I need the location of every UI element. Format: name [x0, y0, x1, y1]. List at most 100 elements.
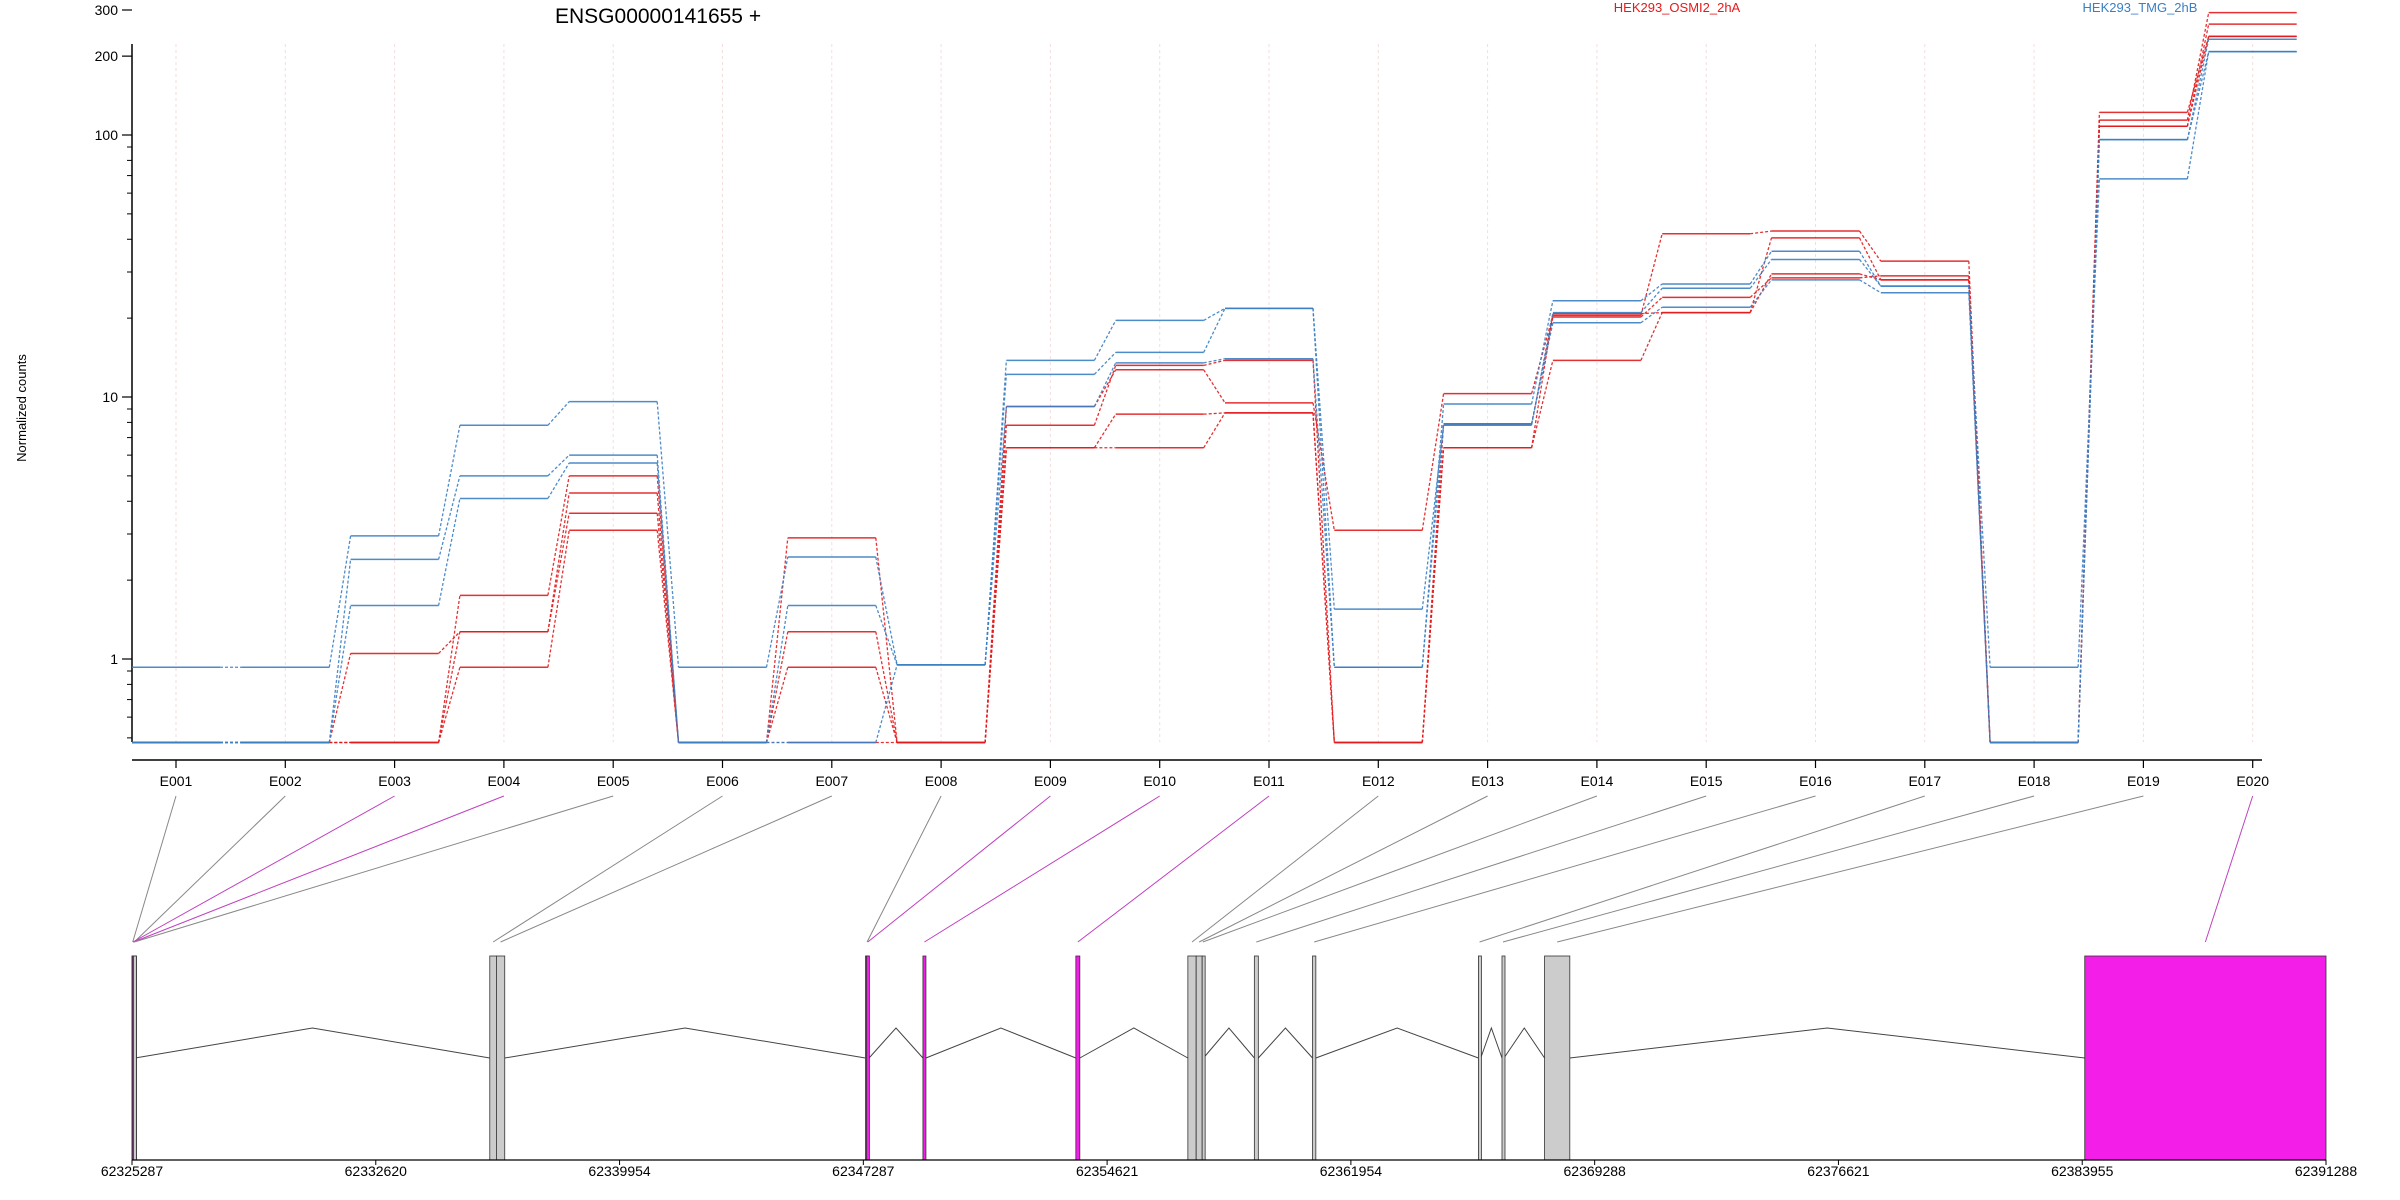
series-connector: [1203, 359, 1226, 367]
series-connector: [1203, 369, 1226, 404]
y-tick-label: 300: [95, 2, 119, 18]
series-connector: [547, 454, 570, 477]
exon-connector: [867, 795, 1051, 943]
x-tick-label: E015: [1690, 773, 1723, 789]
legend-label-osmi2: HEK293_OSMI2_2hA: [1614, 0, 1741, 15]
exon-box: [1477, 955, 1482, 1161]
series-connector: [547, 475, 570, 596]
series-connector: [437, 475, 461, 560]
series-connector: [1859, 273, 1881, 281]
series-connector: [1859, 279, 1882, 294]
series-connector: [1640, 233, 1663, 316]
exon-connector: [133, 795, 286, 943]
exon-connector: [1198, 795, 1488, 943]
series-connector: [2077, 178, 2101, 668]
series-connector: [765, 537, 789, 743]
series-connector: [1312, 412, 1335, 743]
series-connector: [1421, 425, 1445, 610]
series-connector: [328, 653, 352, 743]
series-connector: [984, 374, 1008, 665]
series-connector: [1421, 447, 1445, 743]
series-connector: [1858, 259, 1882, 287]
exon-box: [1501, 955, 1506, 1161]
series-connector: [1968, 286, 1991, 668]
series-connector: [765, 605, 789, 743]
series-connector: [437, 667, 461, 743]
exon-box: [1195, 955, 1203, 1161]
series-connector: [1093, 365, 1117, 426]
chart-title: ENSG00000141655 +: [555, 5, 761, 28]
x-tick-label: E018: [2018, 773, 2051, 789]
intron-line: [1079, 1027, 1189, 1059]
series-connector: [328, 535, 352, 668]
x-tick-label: E016: [1799, 773, 1832, 789]
series-connector: [1421, 423, 1445, 743]
series-connector: [547, 492, 570, 632]
x-tick-label: E002: [269, 773, 302, 789]
intron-line: [135, 1027, 490, 1059]
series-connector: [1749, 259, 1773, 289]
y-tick-label: 100: [95, 127, 119, 143]
x-tick-label: E014: [1581, 773, 1614, 789]
series-connector: [437, 498, 461, 606]
exon-box: [922, 955, 927, 1161]
x-tick-label: E001: [160, 773, 193, 789]
exon-box: [1187, 955, 1197, 1161]
series-connector: [1312, 358, 1335, 668]
exon-connector: [1256, 795, 1707, 943]
series-connector: [984, 447, 1008, 743]
series-connector: [547, 513, 570, 632]
exon-connector: [1479, 795, 1925, 943]
series-connector: [437, 631, 461, 743]
y-tick-label: 10: [102, 389, 118, 405]
vertical-grid: [175, 44, 2254, 742]
genomic-tick-label: 62347287: [832, 1163, 895, 1179]
series-connector: [1421, 393, 1445, 531]
exon-connector: [500, 795, 833, 943]
genomic-tick-label: 62354621: [1076, 1163, 1139, 1179]
x-tick-label: E003: [378, 773, 411, 789]
intron-line: [925, 1027, 1077, 1059]
series-connector: [1640, 287, 1663, 314]
series-connector: [1749, 279, 1773, 308]
series-connector: [2186, 51, 2210, 179]
series-connector: [1203, 358, 1226, 364]
series-connector: [2186, 12, 2210, 121]
series-connector: [1640, 283, 1663, 302]
x-tick-label: E008: [925, 773, 958, 789]
series-connector: [1093, 362, 1117, 407]
series-connector: [765, 556, 789, 668]
exon-box: [1201, 955, 1206, 1161]
series-connector: [656, 492, 680, 743]
series-connector: [765, 667, 789, 743]
exon-connector: [1557, 795, 2144, 943]
exon-connectors: [132, 795, 2254, 943]
series-connector: [1093, 320, 1117, 361]
series-connector: [1640, 306, 1663, 324]
y-axis-label: Normalized counts: [14, 354, 29, 462]
exon-connector: [1502, 795, 2035, 943]
exon-connector: [134, 795, 614, 943]
exon-box: [133, 955, 137, 1161]
x-tick-label: E013: [1471, 773, 1504, 789]
series-connector: [437, 595, 461, 743]
x-tick-label: E006: [706, 773, 739, 789]
series-connector: [2186, 51, 2210, 140]
genomic-tick-label: 62376621: [1807, 1163, 1870, 1179]
exon-connector: [132, 795, 177, 943]
series-connector: [984, 406, 1008, 665]
series-connector: [875, 537, 898, 743]
series-tmg: [132, 38, 2297, 744]
series-osmi2: [132, 35, 2297, 744]
exon-connector: [133, 795, 505, 943]
exon-connector: [924, 795, 1160, 943]
exon-connector: [1191, 795, 1379, 943]
series-connector: [1858, 230, 1882, 262]
series-connector: [875, 605, 898, 666]
series-connector: [1312, 308, 1335, 610]
y-ticks: 1 10 100 200 300: [95, 2, 132, 739]
series-connector: [1312, 360, 1335, 743]
series-connector: [437, 425, 461, 537]
series-connector: [328, 605, 352, 743]
exon-box: [489, 955, 497, 1161]
